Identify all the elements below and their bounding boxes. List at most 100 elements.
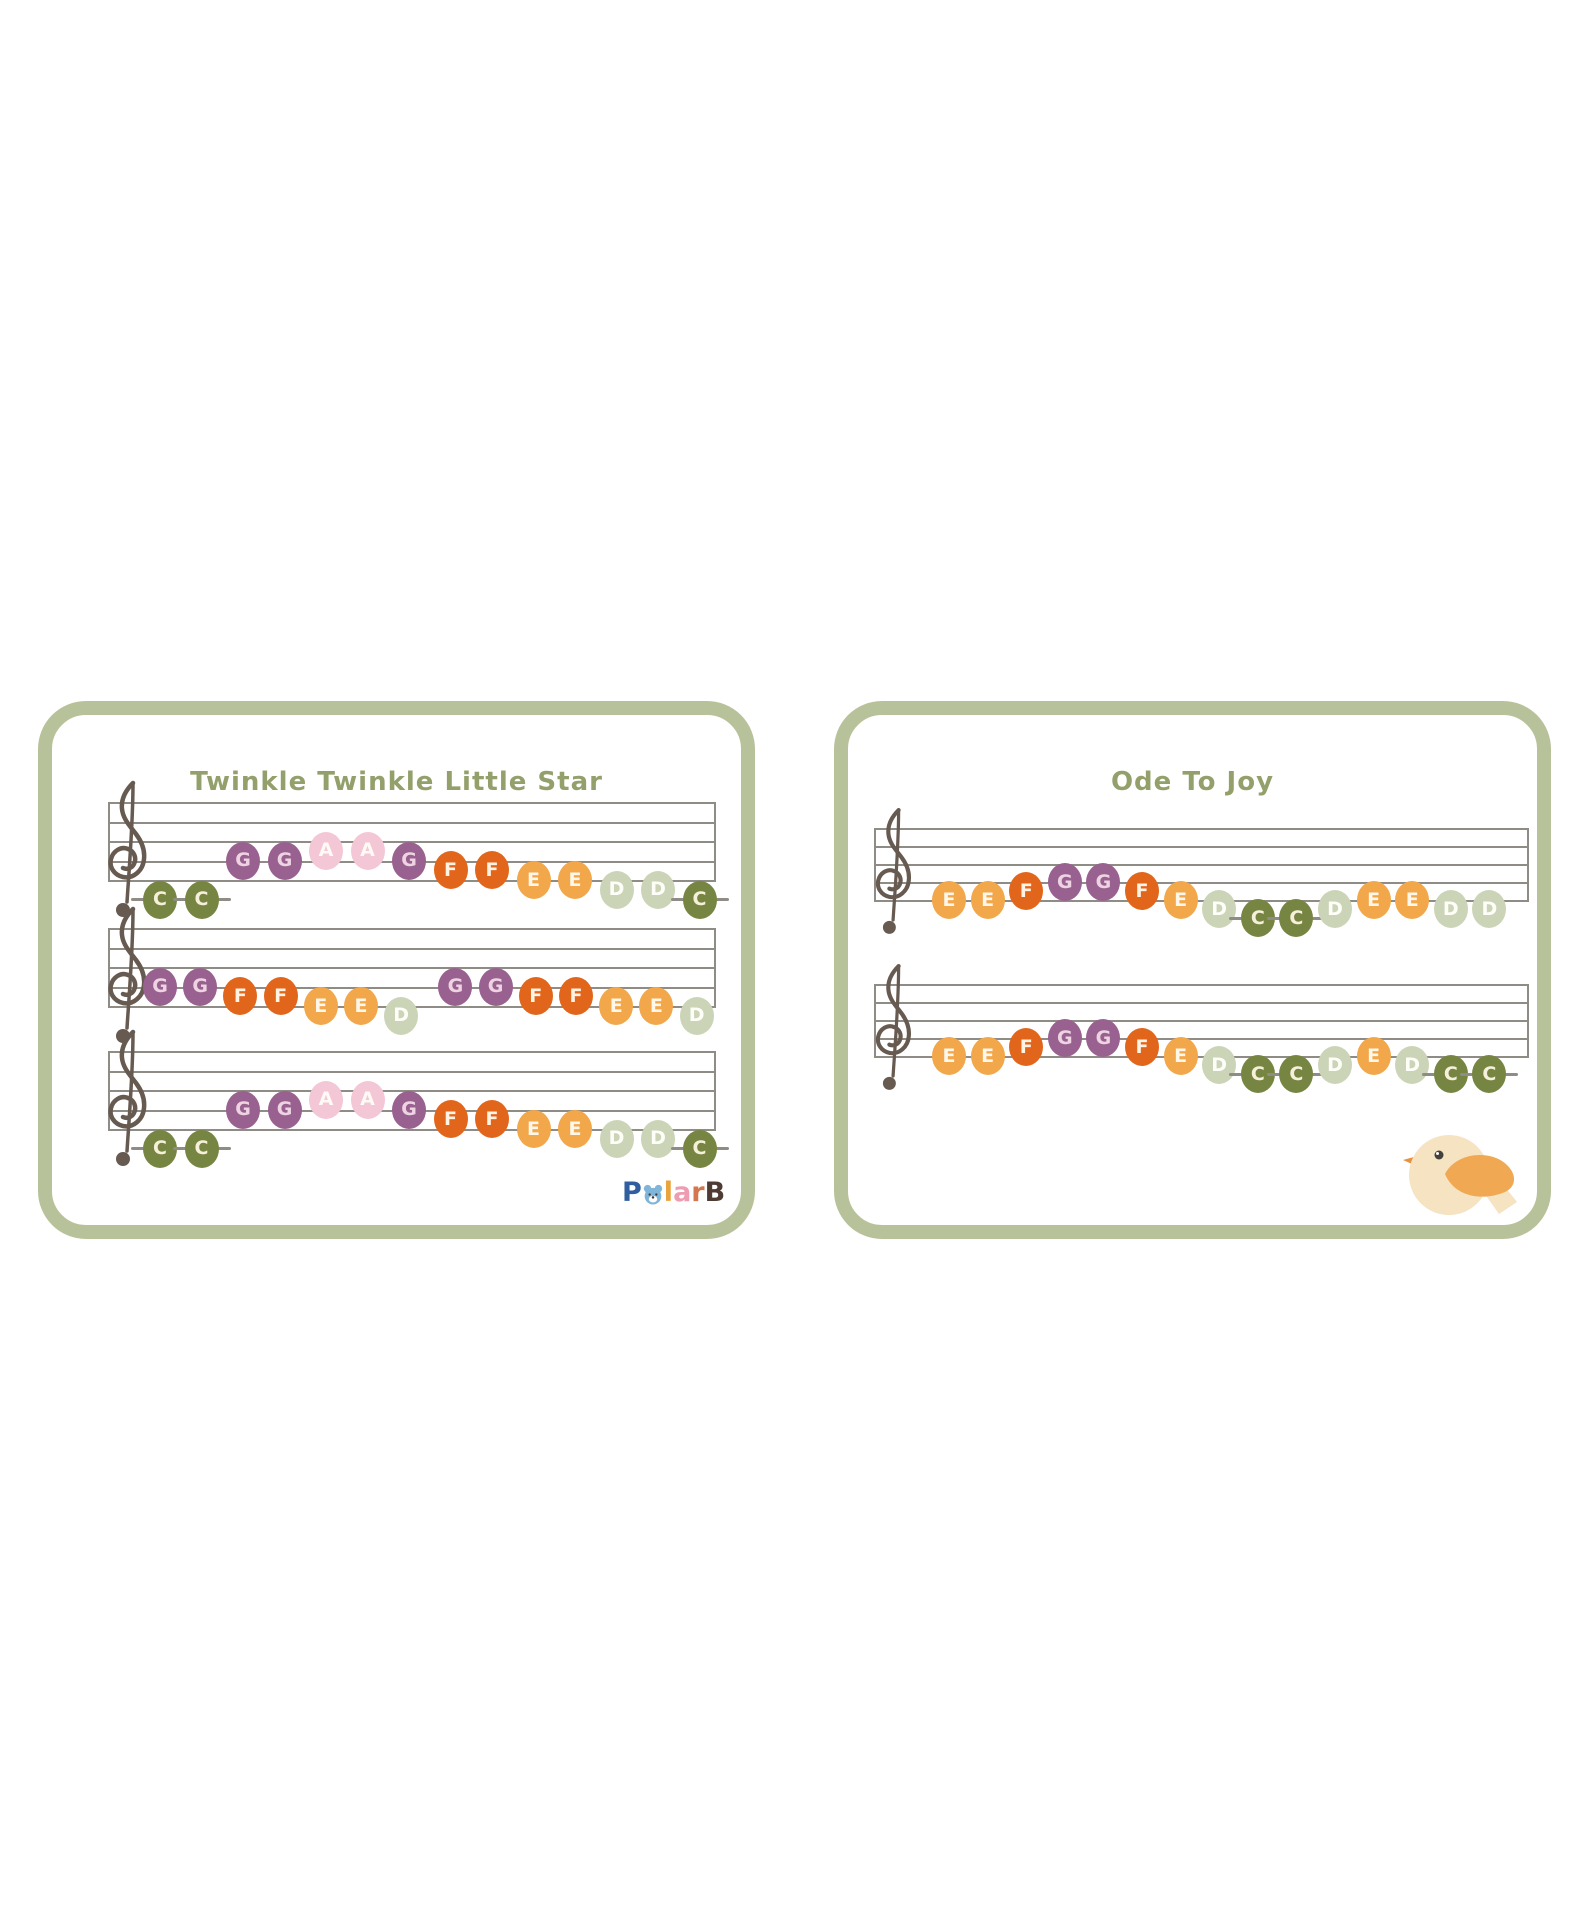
note-C: C (184, 880, 219, 919)
note-letter: D (650, 1127, 666, 1150)
note-D: D (599, 1119, 634, 1158)
staff-line (874, 1002, 1529, 1004)
note-letter: D (688, 1004, 705, 1027)
note-letter: G (447, 975, 464, 997)
note-D: D (1202, 890, 1237, 928)
treble-clef (868, 955, 920, 1116)
note-F: F (475, 851, 509, 890)
note-letter: C (194, 888, 209, 910)
staff-line (874, 1020, 1529, 1022)
note-letter: F (529, 984, 543, 1007)
note-D: D (384, 996, 419, 1035)
note-C: C (1279, 1055, 1314, 1093)
note-F: F (1125, 872, 1159, 910)
staff-barline (714, 802, 716, 882)
staff-barline (108, 928, 110, 1008)
note-letter: D (1211, 897, 1228, 920)
logo-letter-a: a (673, 1177, 692, 1208)
staff-barline (108, 802, 110, 882)
note-letter: E (942, 1044, 956, 1067)
bird-icon (1399, 1128, 1521, 1224)
note-C: C (682, 880, 717, 919)
note-letter: E (1174, 1044, 1188, 1067)
note-letter: D (1211, 1053, 1228, 1076)
note-letter: D (1481, 897, 1498, 920)
note-C: C (143, 880, 177, 919)
note-A: A (309, 1080, 343, 1119)
note-letter: C (153, 1137, 167, 1159)
note-letter: F (444, 1107, 457, 1130)
note-D: D (1202, 1046, 1237, 1084)
note-letter: A (360, 839, 375, 862)
note-letter: C (692, 888, 707, 910)
note-E: E (303, 987, 338, 1025)
note-E: E (932, 1037, 966, 1075)
note-G: G (1086, 863, 1121, 901)
note-A: A (309, 831, 343, 870)
note-F: F (475, 1100, 509, 1139)
note-letter: E (942, 888, 956, 911)
staff-line (874, 864, 1529, 866)
staff-line (874, 1038, 1529, 1040)
treble-clef (868, 799, 920, 960)
logo-letter-l: l (663, 1177, 674, 1208)
note-letter: C (194, 1137, 209, 1159)
polar-bear-face-icon (643, 1184, 662, 1205)
note-letter: G (1056, 870, 1073, 893)
note-D: D (641, 870, 675, 909)
note-G: G (1086, 1019, 1121, 1057)
note-G: G (267, 841, 302, 880)
note-letter: G (401, 849, 417, 871)
note-C: C (143, 1129, 177, 1168)
note-letter: G (1095, 870, 1112, 893)
note-G: G (392, 841, 426, 880)
note-letter: F (1135, 879, 1149, 902)
note-F: F (1009, 872, 1044, 910)
note-letter: C (1250, 906, 1265, 929)
note-letter: G (152, 975, 168, 997)
staff-line (874, 828, 1529, 830)
note-F: F (223, 977, 258, 1016)
note-letter: F (233, 984, 247, 1007)
note-letter: G (192, 975, 208, 997)
note-A: A (350, 1080, 385, 1119)
note-E: E (1356, 881, 1391, 919)
logo-letter-P: P (622, 1177, 642, 1208)
note-letter: C (1482, 1062, 1497, 1085)
note-letter: D (393, 1004, 410, 1027)
note-F: F (433, 1100, 468, 1139)
note-letter: C (1289, 1062, 1304, 1085)
note-letter: F (1135, 1035, 1149, 1058)
note-F: F (559, 977, 593, 1016)
card-twinkle-twinkle-little-star: Twinkle Twinkle Little Star C C G G A A G F F E E D… (38, 701, 755, 1239)
note-letter: D (608, 878, 625, 901)
note-letter: E (981, 888, 995, 911)
note-letter: C (692, 1137, 707, 1159)
logo-letter-B: B (704, 1177, 726, 1208)
note-G: G (183, 967, 218, 1006)
note-letter: E (981, 1044, 995, 1067)
treble-clef (100, 1020, 156, 1194)
note-G: G (226, 1090, 260, 1129)
note-D: D (599, 870, 634, 909)
note-E: E (344, 987, 378, 1025)
note-C: C (1279, 899, 1314, 937)
note-F: F (1009, 1028, 1044, 1066)
logo-letter-r: r (691, 1177, 705, 1208)
note-letter: F (569, 984, 583, 1007)
note-letter: F (485, 1107, 499, 1130)
note-letter: A (360, 1088, 375, 1111)
note-C: C (1472, 1055, 1507, 1093)
staff-barline (714, 1051, 716, 1131)
staff-barline (108, 1051, 110, 1131)
note-letter: G (276, 1098, 293, 1120)
note-letter: G (1056, 1026, 1073, 1049)
staff-line (874, 846, 1529, 848)
staff-line (108, 986, 716, 989)
note-letter: G (235, 849, 251, 871)
note-E: E (516, 1110, 551, 1148)
note-letter: D (650, 878, 666, 901)
